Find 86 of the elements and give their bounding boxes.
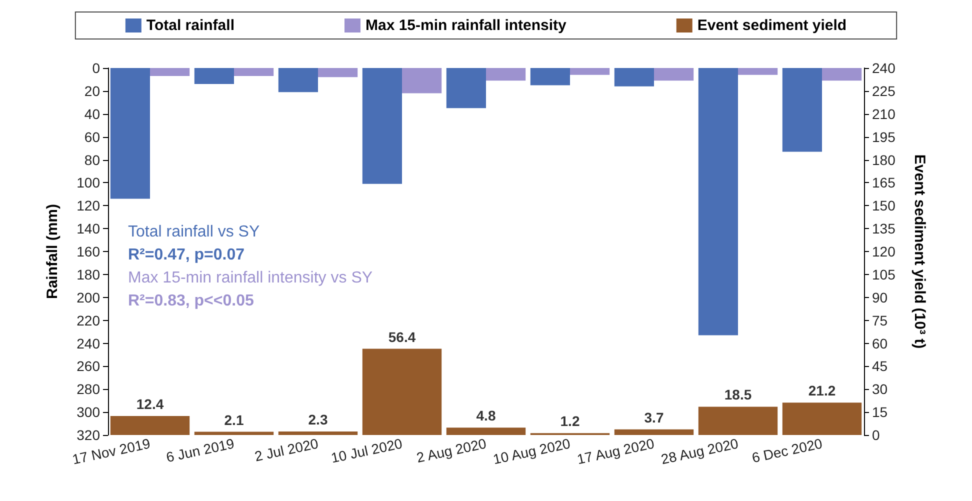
y2-tick-label: 240: [872, 60, 896, 76]
y2-tick-label: 0: [872, 427, 880, 443]
annotation: Total rainfall vs SY: [128, 224, 260, 240]
y-tick-label: 200: [76, 289, 100, 306]
bar: [362, 348, 442, 435]
legend-label: Event sediment yield: [697, 17, 847, 34]
bar: [402, 68, 442, 94]
data-label: 1.2: [560, 413, 580, 430]
y2-tick-label: 90: [872, 289, 888, 306]
y2-tick-label: 30: [872, 381, 888, 398]
y2-axis-title: Event sediment yield (10³ t): [911, 154, 928, 349]
bar: [194, 432, 274, 435]
y2-tick-label: 135: [872, 220, 896, 237]
bar: [654, 68, 694, 81]
x-tick-label: 2 Aug 2020: [415, 435, 488, 466]
y-tick-label: 0: [92, 60, 100, 76]
data-label: 2.1: [224, 412, 244, 428]
y2-tick-label: 60: [872, 335, 888, 352]
data-label: 56.4: [388, 328, 416, 345]
data-label: 4.8: [476, 408, 496, 424]
x-tick-label: 17 Aug 2020: [576, 435, 656, 468]
bar: [698, 406, 778, 435]
bar: [446, 68, 486, 108]
bar: [530, 68, 570, 86]
y2-tick-label: 195: [872, 128, 896, 145]
y2-tick-label: 225: [872, 82, 896, 99]
y2-tick-label: 45: [872, 358, 888, 374]
y-tick-label: 160: [76, 244, 100, 260]
bar: [782, 402, 862, 435]
data-label: 12.4: [136, 396, 164, 412]
bar: [822, 68, 862, 81]
bar: [278, 431, 358, 435]
x-tick-label: 28 Aug 2020: [660, 435, 740, 468]
y-tick-label: 320: [76, 427, 100, 443]
bar: [570, 68, 610, 75]
data-label: 18.5: [724, 386, 752, 403]
y-tick-label: 280: [76, 381, 100, 398]
bar: [110, 416, 190, 435]
x-tick-label: 6 Jun 2019: [164, 435, 236, 466]
y2-tick-label: 165: [872, 174, 896, 191]
bar: [318, 68, 358, 78]
y-axis-title: Rainfall (mm): [44, 204, 61, 300]
y-tick-label: 20: [84, 82, 100, 99]
x-tick-label: 6 Dec 2020: [750, 435, 824, 466]
bar: [446, 428, 526, 435]
y2-tick-label: 210: [872, 106, 896, 122]
x-tick-label: 2 Jul 2020: [253, 435, 320, 464]
annotation: R²=0.47, p=0.07: [128, 246, 245, 264]
y2-tick-label: 180: [872, 152, 896, 168]
y-tick-label: 60: [84, 128, 100, 145]
y2-tick-label: 75: [872, 312, 888, 328]
bar: [614, 429, 694, 435]
y-tick-label: 240: [76, 335, 100, 352]
bar: [362, 68, 402, 184]
legend-label: Max 15-min rainfall intensity: [365, 17, 568, 34]
bar: [194, 68, 234, 84]
y-tick-label: 80: [84, 152, 100, 168]
bar: [150, 68, 190, 76]
x-tick-label: 10 Aug 2020: [492, 435, 572, 468]
bar: [278, 68, 318, 92]
y2-tick-label: 15: [872, 404, 888, 420]
y-tick-label: 260: [76, 358, 100, 374]
bar: [234, 68, 274, 76]
y2-tick-label: 105: [872, 266, 896, 282]
y-tick-label: 40: [84, 106, 100, 122]
data-label: 3.7: [644, 409, 664, 426]
bar: [614, 68, 654, 86]
annotation: R²=0.83, p<<0.05: [128, 292, 254, 310]
y2-tick-label: 120: [872, 244, 896, 260]
x-tick-label: 10 Jul 2020: [330, 435, 404, 466]
bar: [738, 68, 778, 75]
bar: [698, 68, 738, 336]
bar: [110, 68, 150, 199]
y-tick-label: 140: [76, 220, 100, 237]
bar: [486, 68, 526, 81]
y-tick-label: 180: [76, 266, 100, 282]
annotation: Max 15-min rainfall intensity vs SY: [128, 270, 373, 286]
y2-tick-label: 150: [872, 198, 896, 214]
data-label: 21.2: [808, 382, 836, 399]
y-tick-label: 100: [76, 174, 100, 191]
data-label: 2.3: [308, 411, 328, 428]
y-tick-label: 120: [76, 198, 100, 214]
y-tick-label: 300: [76, 404, 100, 420]
y-tick-label: 220: [76, 312, 100, 328]
legend-label: Total rainfall: [146, 17, 234, 34]
bar: [782, 68, 822, 152]
